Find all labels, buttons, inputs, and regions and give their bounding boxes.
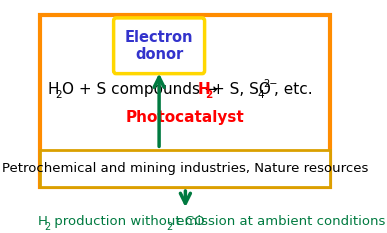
Text: Photocatalyst: Photocatalyst	[126, 110, 245, 125]
Text: emission at ambient conditions: emission at ambient conditions	[172, 215, 385, 228]
FancyBboxPatch shape	[40, 15, 330, 187]
Text: Petrochemical and mining industries, Nature resources: Petrochemical and mining industries, Nat…	[2, 162, 368, 175]
Text: H: H	[48, 82, 59, 97]
Text: Electron
donor: Electron donor	[125, 30, 194, 62]
Text: 2: 2	[205, 89, 212, 99]
Text: + S, SO: + S, SO	[212, 82, 271, 97]
Text: 2: 2	[166, 222, 173, 232]
FancyBboxPatch shape	[114, 18, 205, 74]
Text: 4: 4	[258, 89, 265, 99]
Text: 2: 2	[45, 222, 51, 232]
Text: O + S compounds →: O + S compounds →	[62, 82, 217, 97]
Text: 2−: 2−	[264, 79, 278, 89]
Text: H: H	[197, 82, 210, 97]
FancyBboxPatch shape	[40, 150, 330, 187]
Text: , etc.: , etc.	[274, 82, 313, 97]
Text: 2: 2	[56, 89, 62, 99]
Text: H: H	[38, 215, 48, 228]
Text: production without CO: production without CO	[50, 215, 205, 228]
